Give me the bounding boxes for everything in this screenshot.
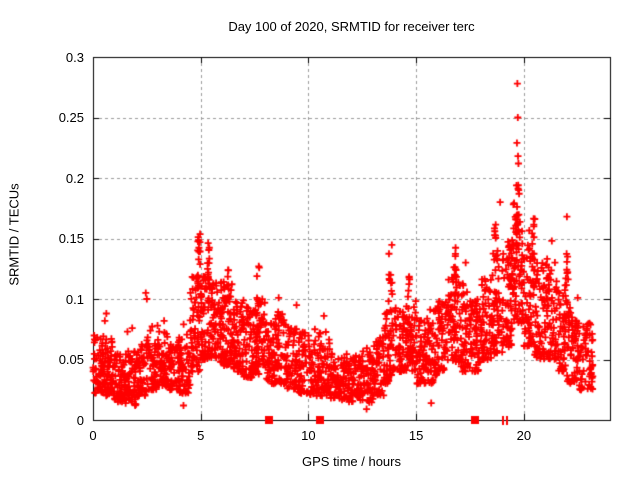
y-tick-label: 0.25 [58, 110, 84, 125]
x-tick-label: 0 [89, 428, 97, 443]
y-tick-label: 0.05 [58, 352, 84, 367]
y-tick-label: 0.15 [58, 231, 84, 246]
x-tick-label: 5 [197, 428, 205, 443]
x-tick-label: 15 [408, 428, 424, 443]
y-tick-label: 0.1 [65, 291, 84, 307]
x-tick-label: 20 [516, 428, 532, 443]
x-axis-title: GPS time / hours [302, 454, 401, 469]
x-tick-label: 10 [301, 428, 316, 443]
y-tick-label: 0.2 [65, 170, 84, 186]
y-tick-label: 0 [76, 412, 84, 428]
y-tick-label: 0.3 [65, 49, 84, 65]
chart-title: Day 100 of 2020, SRMTID for receiver ter… [228, 19, 475, 34]
